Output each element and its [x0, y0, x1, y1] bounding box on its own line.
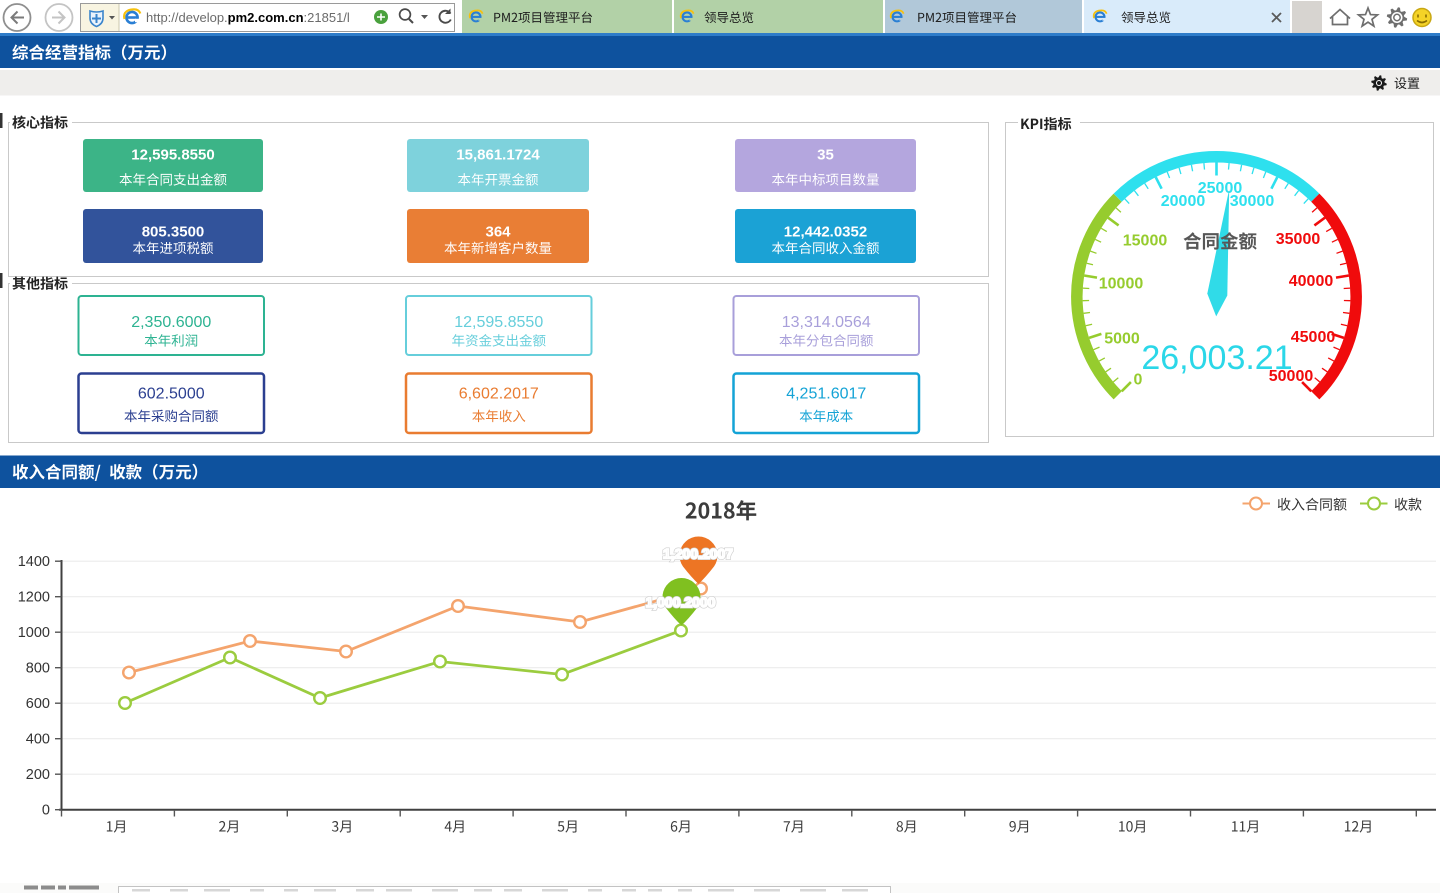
svg-text:4,251.6017: 4,251.6017: [786, 386, 866, 403]
svg-text:12,595.8550: 12,595.8550: [454, 314, 543, 331]
svg-text:30000: 30000: [1230, 193, 1275, 210]
svg-text:15000: 15000: [1123, 233, 1168, 250]
svg-text:45000: 45000: [1291, 329, 1336, 346]
svg-text:6,602.2017: 6,602.2017: [459, 386, 539, 403]
svg-text:800: 800: [26, 661, 50, 677]
svg-text:15,861.1724: 15,861.1724: [456, 147, 540, 164]
svg-text:12,442.0352: 12,442.0352: [784, 224, 867, 241]
svg-text:1400: 1400: [18, 554, 50, 570]
svg-text:1,000.2000: 1,000.2000: [645, 594, 715, 610]
svg-text:200: 200: [26, 767, 50, 783]
svg-text:1,200.2007: 1,200.2007: [663, 546, 733, 562]
svg-text:25000: 25000: [1198, 180, 1243, 197]
svg-text:1,200.2007: 1,200.2007: [663, 546, 733, 562]
svg-text:http://develop.pm2.com.cn:2185: http://develop.pm2.com.cn:21851/l: [146, 10, 350, 25]
svg-text:1000: 1000: [18, 625, 50, 641]
svg-text:20000: 20000: [1161, 193, 1206, 210]
svg-text:50000: 50000: [1269, 368, 1314, 385]
svg-text:26,003.21: 26,003.21: [1141, 339, 1292, 377]
svg-text:805.3500: 805.3500: [142, 224, 205, 241]
svg-text:0: 0: [42, 803, 50, 819]
svg-text:2,350.6000: 2,350.6000: [131, 314, 211, 331]
svg-text:10000: 10000: [1099, 276, 1144, 293]
svg-text:35000: 35000: [1276, 231, 1321, 248]
svg-text:12,595.8550: 12,595.8550: [131, 147, 214, 164]
svg-text:13,314.0564: 13,314.0564: [782, 314, 871, 331]
svg-text:600: 600: [26, 696, 50, 712]
svg-text:0: 0: [1134, 372, 1143, 389]
svg-text:35: 35: [817, 147, 834, 164]
svg-text:1200: 1200: [18, 590, 50, 606]
svg-text:400: 400: [26, 732, 50, 748]
svg-text:1,000.2000: 1,000.2000: [645, 594, 715, 610]
svg-text:602.5000: 602.5000: [138, 386, 205, 403]
svg-text:40000: 40000: [1289, 273, 1334, 290]
svg-text:5000: 5000: [1104, 331, 1140, 348]
svg-text:364: 364: [485, 224, 511, 241]
